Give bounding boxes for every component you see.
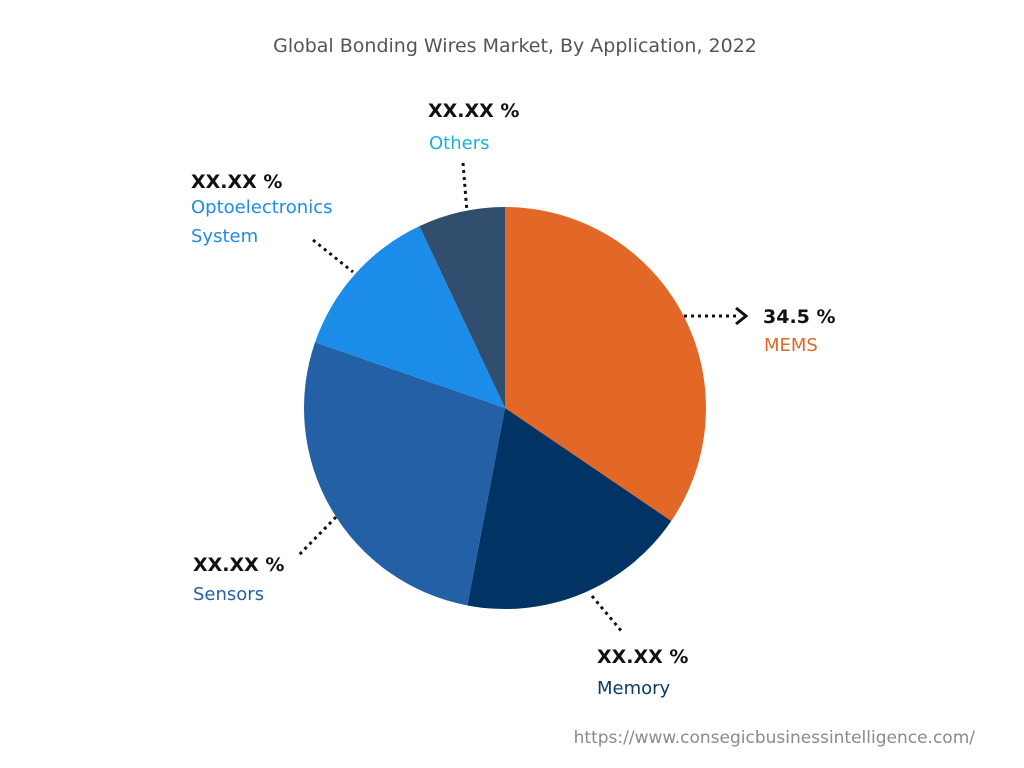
slice-label-memory: Memory (597, 678, 671, 699)
slice-label-optoelectronics-line-2: System (191, 226, 258, 247)
slice-label-sensors: Sensors (193, 584, 264, 605)
leader-arrow-mems (735, 306, 749, 326)
leader-line-optoelectronics (312, 238, 354, 274)
slice-value-mems: 34.5 % (763, 306, 836, 328)
pie-slice-optoelectronics (315, 226, 505, 408)
pie-slice-others (419, 207, 505, 408)
slice-label-others: Others (429, 133, 490, 154)
leader-line-others (461, 162, 469, 213)
slice-label-mems: MEMS (764, 335, 818, 356)
slice-label-optoelectronics: Optoelectronics System (191, 197, 338, 247)
leader-line-memory (590, 595, 625, 634)
chart-title: Global Bonding Wires Market, By Applicat… (273, 35, 757, 57)
pie-slice-mems (505, 207, 706, 521)
slice-value-others: XX.XX % (428, 100, 519, 122)
slice-value-optoelectronics: XX.XX % (191, 171, 282, 193)
leader-line-sensors (295, 515, 338, 559)
pie-slice-sensors (303, 342, 505, 606)
slice-label-optoelectronics-line-1: Optoelectronics (191, 197, 332, 218)
slice-value-memory: XX.XX % (597, 646, 688, 668)
pie-slice-memory (467, 408, 672, 609)
source-url: https://www.consegicbusinessintelligence… (574, 728, 976, 748)
slice-value-sensors: XX.XX % (193, 554, 284, 576)
pie-slices (303, 207, 706, 609)
